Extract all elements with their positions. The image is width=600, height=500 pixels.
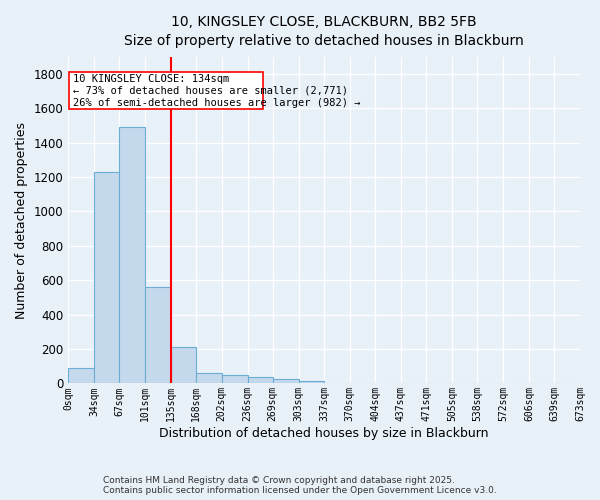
Text: ← 73% of detached houses are smaller (2,771): ← 73% of detached houses are smaller (2,… [73,86,349,96]
Bar [325,382,350,384]
Bar [273,378,299,384]
Bar [196,373,222,384]
X-axis label: Distribution of detached houses by size in Blackburn: Distribution of detached houses by size … [160,427,489,440]
Bar [222,375,248,384]
FancyBboxPatch shape [69,72,263,109]
Y-axis label: Number of detached properties: Number of detached properties [15,122,28,318]
Bar [94,172,119,384]
Bar [119,127,145,384]
Title: 10, KINGSLEY CLOSE, BLACKBURN, BB2 5FB
Size of property relative to detached hou: 10, KINGSLEY CLOSE, BLACKBURN, BB2 5FB S… [124,15,524,48]
Text: 26% of semi-detached houses are larger (982) →: 26% of semi-detached houses are larger (… [73,98,361,108]
Bar [145,287,171,384]
Bar [299,381,325,384]
Bar [248,376,273,384]
Text: 10 KINGSLEY CLOSE: 134sqm: 10 KINGSLEY CLOSE: 134sqm [73,74,230,84]
Bar [68,368,94,384]
Text: Contains HM Land Registry data © Crown copyright and database right 2025.
Contai: Contains HM Land Registry data © Crown c… [103,476,497,495]
Bar [171,348,196,384]
